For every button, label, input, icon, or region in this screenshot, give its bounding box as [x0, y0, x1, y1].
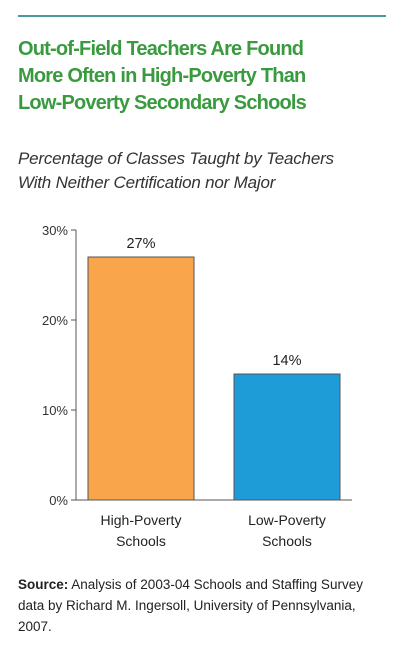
- source-label: Source:: [18, 577, 69, 592]
- bar-chart: 0% 10% 20% 30% 27% High-Poverty Schools 14% Low…: [42, 223, 352, 549]
- y-tick-label: 30%: [42, 223, 68, 238]
- top-rule: [18, 15, 386, 17]
- x-tick-label: Schools: [262, 533, 312, 549]
- x-tick-label: Low-Poverty: [248, 512, 326, 528]
- x-tick-label: Schools: [116, 533, 166, 549]
- bar-2: [233, 373, 341, 501]
- y-tick-label: 10%: [42, 403, 68, 418]
- chart-subtitle: Percentage of Classes Taught by Teachers…: [18, 149, 334, 192]
- x-tick-label: High-Poverty: [101, 512, 182, 528]
- y-tick-label: 0%: [49, 493, 68, 508]
- source-text: Analysis of 2003-04 Schools and Staffing…: [18, 577, 363, 634]
- bar-1: [87, 256, 195, 501]
- data-label: 27%: [126, 236, 155, 252]
- source-note: Source: Analysis of 2003-04 Schools and …: [18, 574, 388, 637]
- y-tick-label: 20%: [42, 313, 68, 328]
- chart-title: Out-of-Field Teachers Are Found More Oft…: [18, 38, 307, 114]
- data-label: 14%: [272, 353, 301, 369]
